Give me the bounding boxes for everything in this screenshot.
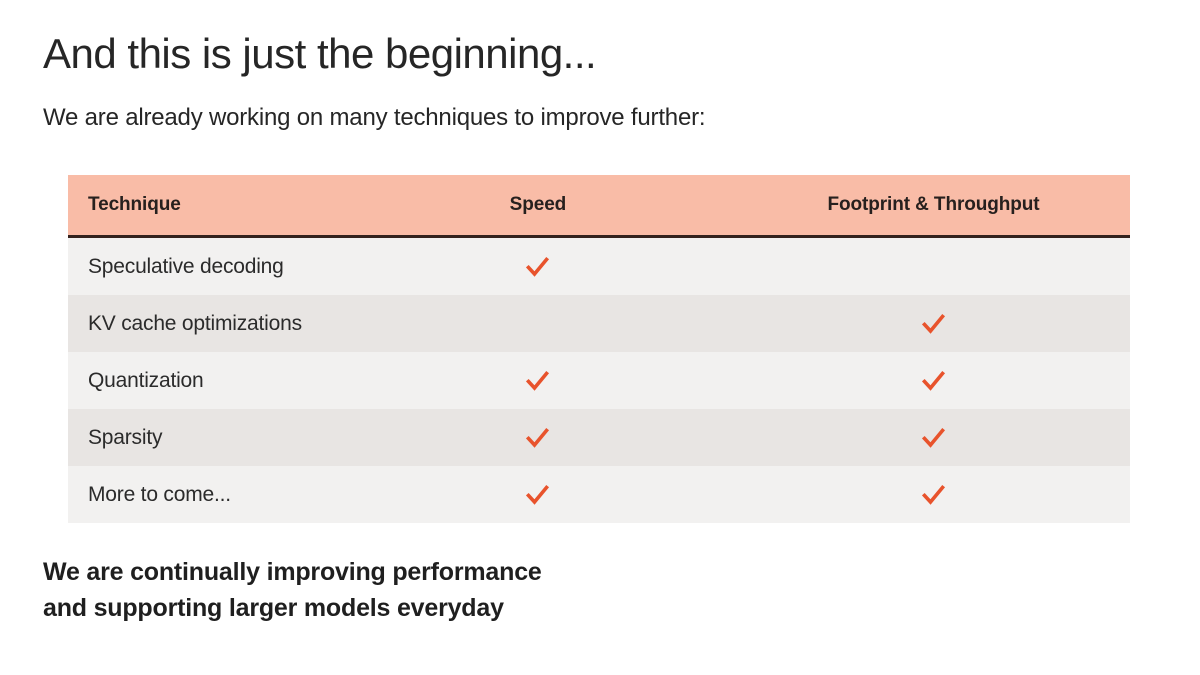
speed-cell — [339, 426, 737, 450]
table-row: Quantization — [68, 352, 1130, 410]
check-icon — [921, 485, 946, 505]
table-header-row: Technique Speed Footprint & Throughput — [68, 175, 1130, 239]
speed-cell — [339, 369, 737, 393]
technique-cell: KV cache optimizations — [88, 311, 302, 335]
check-icon — [921, 314, 946, 334]
footprint-throughput-cell — [737, 483, 1130, 507]
table-body: Speculative decoding KV cache optimizatio… — [68, 238, 1130, 524]
footprint-throughput-cell — [737, 369, 1130, 393]
check-icon — [921, 428, 946, 448]
techniques-table: Technique Speed Footprint & Throughput S… — [68, 175, 1130, 524]
footer-text: We are continually improving performance… — [43, 554, 1157, 626]
check-icon — [526, 485, 550, 505]
page-subtitle: We are already working on many technique… — [43, 104, 706, 132]
table-row: Sparsity — [68, 409, 1130, 467]
column-header-technique: Technique — [88, 194, 181, 216]
speed-cell — [339, 255, 737, 279]
technique-cell: More to come... — [88, 482, 231, 506]
check-icon — [526, 428, 550, 448]
footer-line-2: and supporting larger models everyday — [43, 594, 504, 623]
table-row: More to come... — [68, 466, 1130, 524]
table-row: Speculative decoding — [68, 238, 1130, 296]
check-icon — [526, 371, 550, 391]
footprint-throughput-cell — [737, 312, 1130, 336]
table-row: KV cache optimizations — [68, 295, 1130, 353]
check-icon — [921, 371, 946, 391]
technique-cell: Sparsity — [88, 425, 163, 449]
page-title: And this is just the beginning... — [43, 30, 597, 77]
footer-line-1: We are continually improving performance — [43, 558, 542, 587]
technique-cell: Speculative decoding — [88, 254, 284, 278]
check-icon — [526, 257, 550, 277]
column-header-footprint: Footprint & Throughput — [827, 194, 1040, 216]
footprint-throughput-cell — [737, 426, 1130, 450]
speed-cell — [339, 483, 737, 507]
technique-cell: Quantization — [88, 368, 204, 392]
column-header-speed: Speed — [509, 194, 567, 216]
